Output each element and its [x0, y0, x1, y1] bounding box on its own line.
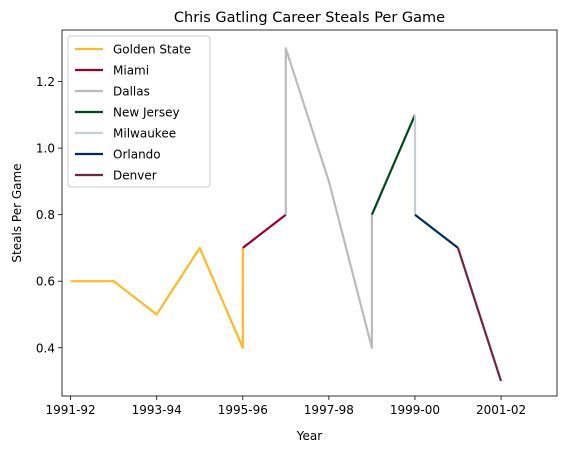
y-tick-label: 1.0: [36, 142, 55, 156]
legend-label: Miami: [113, 64, 149, 78]
legend-items: Golden State Miami Dallas New Jersey Milwauk…: [75, 43, 191, 183]
legend-label: Milwaukee: [113, 127, 176, 141]
series-line-dallas: [284, 47, 373, 349]
y-tick-label: 1.2: [36, 75, 55, 89]
series-line-denver: [456, 247, 503, 382]
series-line-miami: [242, 213, 287, 249]
series-line-orlando: [414, 213, 459, 249]
legend-label: Orlando: [113, 148, 161, 162]
series-line-new-jersey: [370, 114, 417, 216]
x-tick-label: 1991-92: [46, 403, 96, 417]
x-tick-label: 2001-02: [476, 403, 526, 417]
plot-frame: [61, 29, 558, 397]
x-tick-label: 1995-96: [218, 403, 268, 417]
legend-label: Golden State: [113, 43, 191, 57]
x-tick-label: 1999-00: [390, 403, 440, 417]
legend-frame: [67, 35, 211, 188]
series-layer: [70, 47, 503, 382]
tick-layer: 1991-92 1993-94 1995-96 1997-98 1999-00 2001-…: [36, 75, 526, 417]
y-tick-label: 0.6: [36, 275, 55, 289]
y-tick-label: 0.4: [36, 341, 55, 355]
legend: Golden State Miami Dallas New Jersey Milwauk…: [67, 35, 211, 188]
legend-label: Denver: [113, 169, 157, 183]
y-axis-label: Steals Per Game: [10, 163, 24, 262]
x-tick-label: 1997-98: [304, 403, 354, 417]
legend-label: Dallas: [113, 85, 150, 99]
legend-label: New Jersey: [113, 106, 180, 120]
x-axis-label: Year: [296, 429, 322, 443]
x-tick-label: 1993-94: [132, 403, 182, 417]
series-line-golden-state: [70, 246, 244, 349]
y-tick-label: 0.8: [36, 208, 55, 222]
chart-title: Chris Gatling Career Steals Per Game: [174, 10, 445, 26]
